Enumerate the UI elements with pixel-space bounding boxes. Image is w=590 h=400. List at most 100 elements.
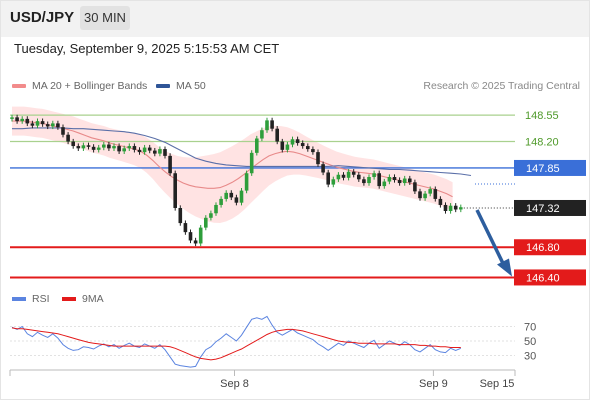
candle-body (346, 171, 351, 178)
candle-body (280, 141, 285, 150)
ma50-swatch (156, 84, 170, 88)
candle-body (372, 173, 376, 178)
interval-button[interactable]: 30 MIN (80, 6, 130, 30)
candle-body (66, 134, 70, 142)
candle-body (183, 223, 188, 233)
candle-body (351, 171, 356, 175)
candle-body (71, 141, 75, 147)
ma50-line (12, 127, 472, 177)
rsi-ma-line (11, 327, 461, 361)
candle-body (295, 139, 300, 144)
candle-body (392, 177, 397, 181)
candle-body (453, 205, 458, 210)
legend-ma50: MA 50 (156, 80, 206, 92)
candle-body (204, 217, 208, 228)
candle-body (443, 204, 448, 211)
rsi-legend-swatch (62, 297, 76, 301)
candle-body (20, 118, 24, 122)
rsi-line (11, 315, 461, 368)
candle-body (91, 146, 96, 150)
candle-body (163, 149, 167, 156)
candle-body (234, 197, 239, 203)
candle-body (382, 181, 387, 187)
candle-body (362, 179, 366, 184)
candle-body (438, 198, 443, 205)
candle-body (316, 152, 320, 165)
candle-body (173, 173, 177, 208)
candle-body (158, 149, 162, 154)
candles-layer (10, 114, 463, 247)
candle-body (76, 146, 81, 149)
candle-body (107, 144, 111, 149)
level-tag-146.40 (514, 269, 586, 286)
level-tag-147.85 (514, 159, 586, 176)
last-price-label: 147.32 (526, 203, 560, 215)
candle-body (255, 138, 259, 153)
candle-body (275, 128, 279, 142)
candle-body (132, 146, 137, 150)
candle-body (61, 127, 65, 135)
candle-body (377, 173, 381, 187)
rsi-legend-label: 9MA (82, 293, 104, 305)
candle-body (81, 145, 86, 149)
header-bar: USD/JPY 30 MIN (0, 0, 590, 37)
candle-body (244, 173, 249, 191)
candle-body (367, 177, 371, 184)
rsi-tick-30: 30 (524, 351, 536, 363)
candle-body (448, 205, 453, 211)
rsi-legend-swatch (12, 297, 26, 301)
level-label-147.85: 147.85 (526, 163, 560, 175)
candle-body (178, 207, 183, 224)
candle-body (51, 123, 55, 127)
candle-body (331, 179, 336, 185)
candle-body (209, 213, 213, 218)
candle-body (142, 147, 147, 153)
candle-body (336, 174, 341, 180)
candle-body (117, 146, 121, 152)
candle-body (270, 120, 274, 129)
candle-body (260, 130, 264, 139)
candle-body (122, 148, 126, 152)
candle-body (224, 192, 228, 199)
candle-body (127, 146, 132, 149)
rsi-legend-label: RSI (32, 293, 50, 305)
level-tag-146.80 (514, 239, 586, 256)
candle-body (15, 117, 19, 122)
last-price-tag (514, 199, 586, 216)
candle-body (40, 121, 45, 125)
forecast-arrow-shaft (475, 209, 506, 267)
rsi-panel: RSI 9MA 70 50 30 (10, 293, 536, 368)
candle-body (96, 147, 101, 150)
level-label-146.80: 146.80 (526, 242, 560, 254)
candle-body (433, 189, 438, 199)
forecast-arrow-layer (475, 209, 512, 277)
candle-body (229, 192, 234, 198)
candle-body (300, 143, 305, 147)
candle-body (153, 150, 157, 154)
x-tick-label: Sep 8 (220, 378, 249, 390)
x-axis: Sep 8 Sep 9 Sep 15 (9, 369, 516, 390)
candle-body (198, 227, 203, 244)
candle-body (341, 174, 346, 178)
candle-body (285, 144, 290, 150)
candle-body (408, 178, 412, 183)
candle-body (147, 147, 152, 151)
candle-body (239, 190, 244, 203)
candle-body (306, 146, 310, 150)
level-labels-layer: 148.55 148.20 147.85 146.80 146.40 147.32 (514, 110, 586, 286)
candle-body (290, 139, 295, 145)
candle-body (56, 123, 60, 128)
rsi-tick-70: 70 (524, 322, 536, 334)
candle-body (321, 164, 325, 173)
legend-ma20-label: MA 20 + Bollinger Bands (32, 80, 148, 92)
candle-body (30, 123, 35, 126)
candle-body (86, 145, 91, 147)
candle-body (459, 207, 463, 210)
ma20-swatch (12, 84, 26, 88)
candle-body (357, 174, 361, 180)
candle-body (428, 189, 432, 194)
datetime-label: Tuesday, September 9, 2025 5:15:53 AM CE… (14, 41, 280, 56)
legend-ma50-label: MA 50 (176, 80, 206, 92)
bollinger-band (12, 106, 453, 223)
